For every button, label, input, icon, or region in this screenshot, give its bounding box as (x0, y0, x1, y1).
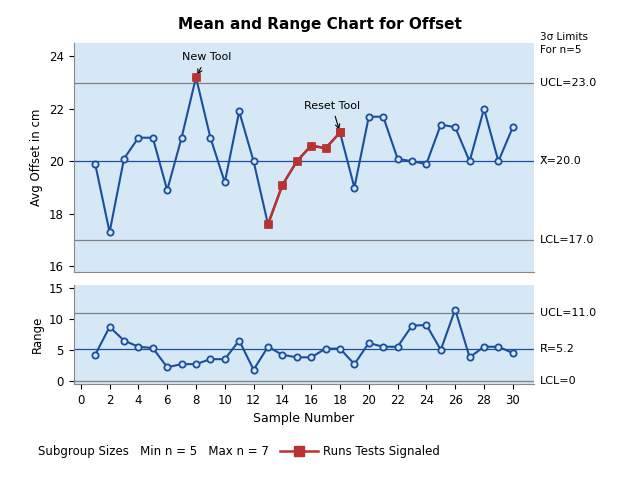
Text: LCL=0: LCL=0 (540, 376, 576, 386)
Text: UCL=23.0: UCL=23.0 (540, 78, 596, 87)
Bar (74, 312, 534, 381)
Text: R̅=5.2: R̅=5.2 (540, 344, 574, 354)
Text: 3σ Limits: 3σ Limits (540, 32, 588, 42)
Text: UCL=11.0: UCL=11.0 (540, 308, 596, 318)
Y-axis label: Avg Offset in cm: Avg Offset in cm (30, 108, 44, 206)
Text: Subgroup Sizes   Min n = 5   Max n = 7: Subgroup Sizes Min n = 5 Max n = 7 (38, 444, 269, 458)
Bar (74, 83, 534, 240)
Y-axis label: Range: Range (31, 316, 44, 353)
Text: LCL=17.0: LCL=17.0 (540, 235, 594, 245)
Text: Mean and Range Chart for Offset: Mean and Range Chart for Offset (178, 17, 462, 32)
Text: For n=5: For n=5 (540, 45, 581, 55)
Text: Runs Tests Signaled: Runs Tests Signaled (323, 444, 440, 458)
Text: Reset Tool: Reset Tool (304, 101, 360, 129)
X-axis label: Sample Number: Sample Number (253, 412, 355, 425)
Text: X̅=20.0: X̅=20.0 (540, 156, 581, 167)
Text: New Tool: New Tool (182, 52, 231, 74)
